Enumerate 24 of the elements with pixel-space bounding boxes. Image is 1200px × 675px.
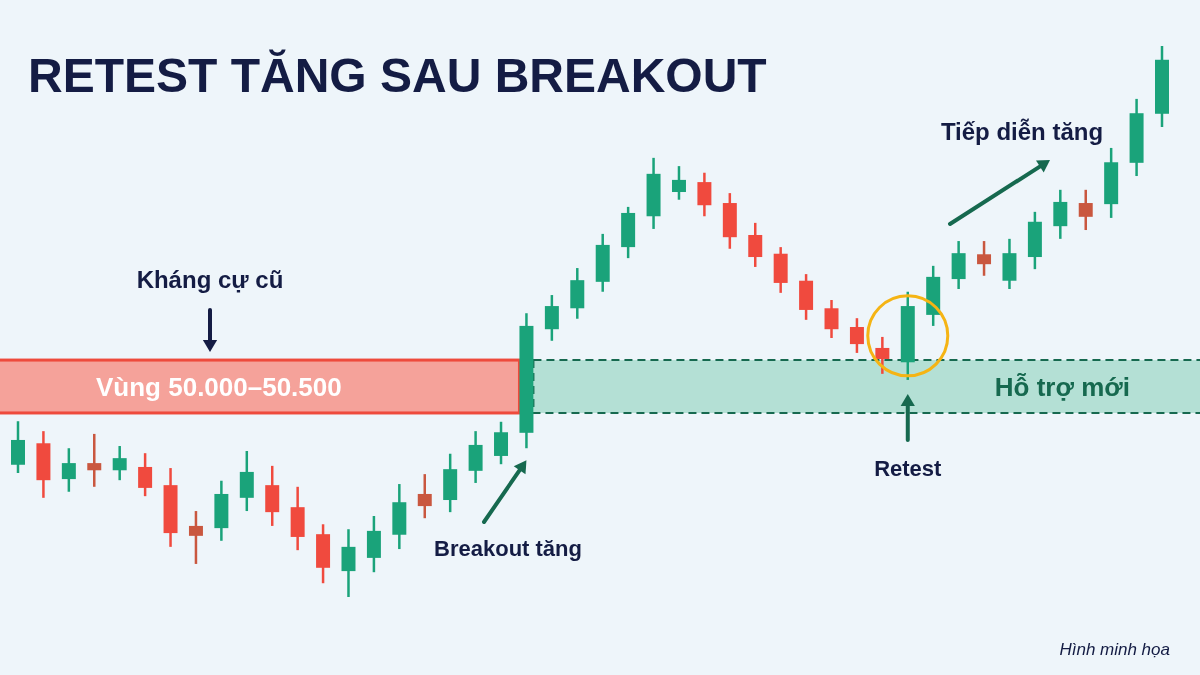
candlestick [697,171,712,218]
band-label: Vùng 50.000–50.500 [96,371,342,402]
candlestick [671,164,686,201]
candlestick [849,316,864,355]
annotation: Breakout tăng [434,536,582,561]
candlestick [1078,188,1093,232]
candlestick [748,221,763,269]
text: Hình minh họa [1059,640,1170,659]
candlestick [112,444,127,482]
candlestick [188,509,203,566]
candlestick [417,472,432,520]
annotation: Retest [874,456,943,481]
candlestick [494,420,509,466]
candlestick [61,446,76,494]
annotation: Tiếp diễn tăng [940,118,1104,145]
candlestick [544,293,559,343]
band-label: Hỗ trợ mới [994,371,1130,402]
candlestick [138,451,153,498]
candlestick [875,335,890,376]
chart-title: RETEST TĂNG SAU BREAKOUT [28,49,767,102]
annotation: Kháng cự cũ [136,266,284,293]
candlestick [977,239,992,278]
candlestick [87,432,102,489]
candlestick [824,298,839,340]
